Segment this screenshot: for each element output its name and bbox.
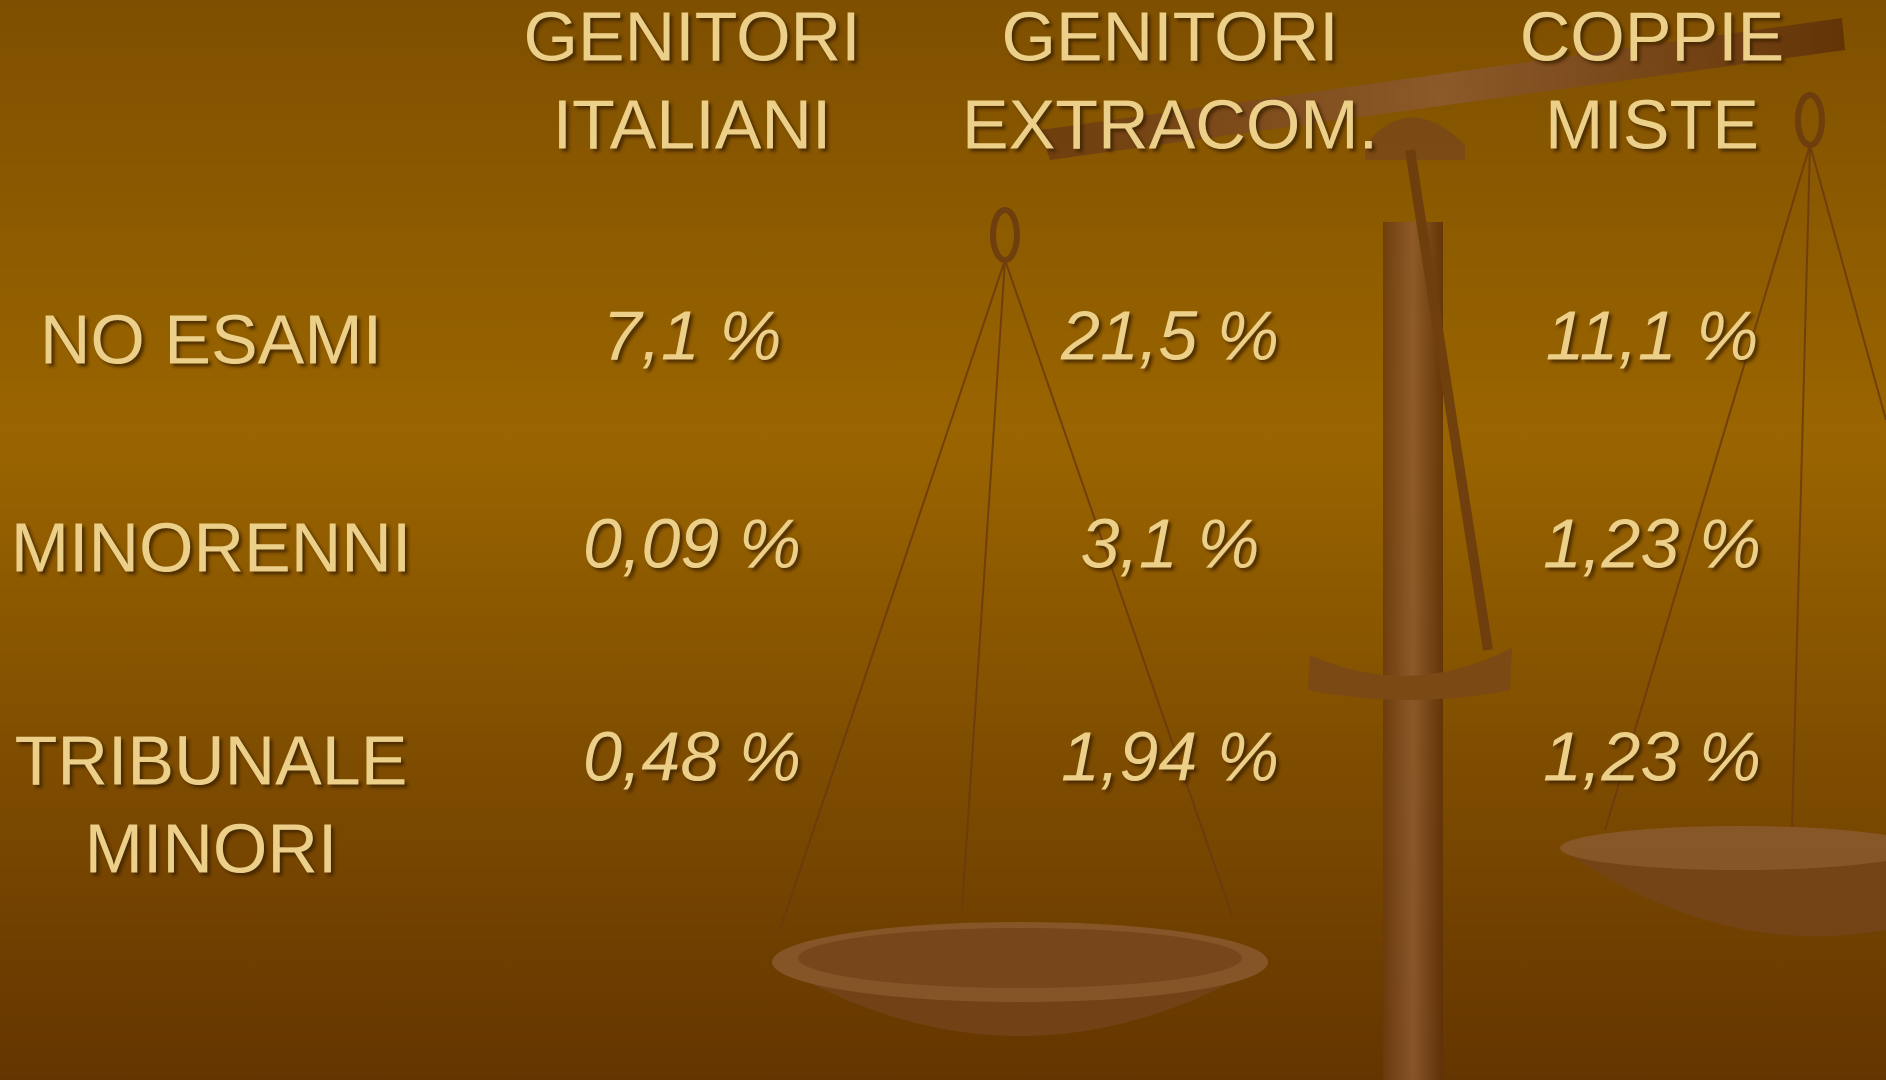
row-label: NO ESAMI (40, 300, 382, 378)
cell-value: 1,94 % (1061, 717, 1279, 795)
cell-value: 0,09 % (583, 504, 801, 582)
row-label: TRIBUNALE (15, 721, 408, 799)
column-header: GENITORI (523, 0, 860, 75)
cell-value: 7,1 % (603, 296, 782, 374)
cell-value: 3,1 % (1081, 504, 1260, 582)
column-header: EXTRACOM. (962, 85, 1378, 163)
row-label: MINORI (85, 809, 338, 887)
cell-value: 21,5 % (1060, 296, 1279, 374)
cell-value: 0,48 % (583, 717, 801, 795)
cell-value: 11,1 % (1546, 296, 1759, 374)
cell-value: 1,23 % (1543, 717, 1761, 795)
column-header: MISTE (1545, 85, 1759, 163)
column-header: ITALIANI (553, 85, 832, 163)
cell-value: 1,23 % (1543, 504, 1761, 582)
scale-illustration (772, 18, 1886, 1080)
column-header: GENITORI (1001, 0, 1338, 75)
column-header: COPPIE (1520, 0, 1785, 75)
row-label: MINORENNI (11, 508, 412, 586)
table: GENITORI ITALIANI GENITORI EXTRACOM. COPPIE M… (11, 0, 1785, 887)
